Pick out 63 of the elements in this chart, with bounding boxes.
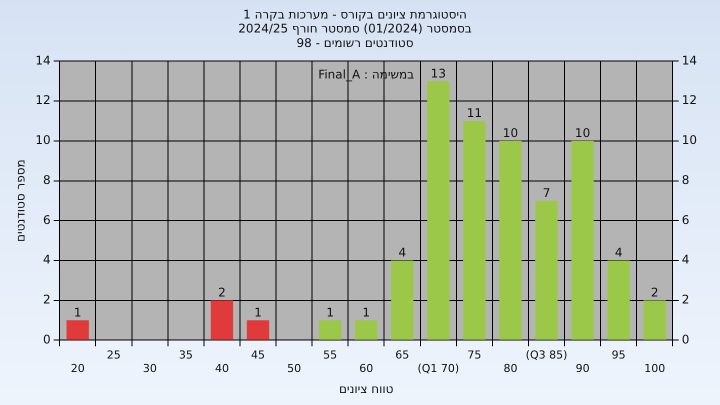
- y2-tick-label: 14: [682, 53, 698, 68]
- data-label: 11: [466, 106, 482, 120]
- y2-tick-label: 10: [682, 133, 698, 148]
- x-tick-label: 100: [644, 362, 666, 375]
- y2-tick-label: 8: [682, 172, 690, 187]
- data-label: 1: [74, 305, 82, 320]
- bar: [571, 140, 594, 340]
- bar: [391, 260, 414, 340]
- data-label: 10: [502, 126, 518, 140]
- x-tick-label: 65: [395, 348, 410, 362]
- x-tick-label: 50: [287, 362, 302, 375]
- x-tick-label: 75: [467, 348, 482, 362]
- y-tick-label: 0: [43, 332, 51, 346]
- bar: [644, 300, 666, 340]
- bar: [499, 140, 522, 340]
- x-tick-label: 40: [214, 362, 229, 375]
- bar: [210, 300, 234, 340]
- x-tick-label: 60: [359, 362, 374, 375]
- y2-tick-label: 4: [682, 252, 690, 267]
- data-label: 1: [362, 305, 370, 320]
- bar: [66, 320, 89, 340]
- y-tick-label: 8: [43, 172, 51, 187]
- y2-tick-label: 2: [682, 292, 690, 306]
- x-tick-label: 30: [142, 362, 157, 375]
- y-tick-label: 6: [43, 212, 51, 227]
- bar: [607, 260, 630, 340]
- x-tick-label: 45: [251, 348, 266, 362]
- y-tick-label: 2: [43, 292, 51, 306]
- bar: [246, 320, 270, 340]
- data-label: 2: [218, 285, 226, 300]
- bar: [463, 120, 486, 340]
- y-tick-label: 14: [35, 53, 51, 68]
- data-label: 10: [574, 126, 590, 140]
- data-label: 1: [326, 305, 334, 320]
- x-tick-label: 55: [323, 348, 338, 362]
- y2-tick-label: 6: [682, 212, 690, 227]
- y-tick-label: 4: [43, 252, 51, 267]
- chart-subtitle: בסמסטר (01/2024) סמסטר חורף 2024/25 סטודנטים רשומים - 98: [238, 22, 472, 50]
- data-label: 1: [254, 305, 262, 320]
- data-label: 2: [650, 285, 659, 300]
- bar: [535, 200, 558, 340]
- x-tick-label: (Q3 85): [526, 348, 568, 362]
- x-tick-label: 20: [70, 362, 85, 375]
- bar: [427, 81, 450, 340]
- data-label: 7: [542, 186, 550, 200]
- y-tick-label: 12: [35, 93, 51, 108]
- bar: [355, 320, 378, 340]
- y2-tick-label: 0: [682, 332, 690, 346]
- y-axis-title: מספר סטודנטים: [13, 159, 28, 242]
- x-tick-label: 95: [612, 348, 626, 362]
- x-tick-label: (Q1 70): [417, 362, 460, 375]
- x-tick-label: 25: [106, 348, 121, 362]
- data-label: 4: [614, 246, 622, 260]
- x-tick-label: 90: [576, 362, 590, 375]
- x-tick-label: 35: [178, 348, 193, 362]
- y-tick-label: 10: [35, 133, 51, 148]
- data-label: 4: [398, 246, 406, 260]
- x-axis-title: טווח ציונים: [338, 382, 394, 396]
- data-label: 13: [430, 66, 446, 80]
- bar: [318, 320, 342, 340]
- x-tick-label: 80: [503, 362, 518, 375]
- y2-tick-label: 12: [682, 93, 698, 108]
- chart-title: היסטוגרמת ציונים בקורס - מערכות בקרה 1: [243, 7, 467, 22]
